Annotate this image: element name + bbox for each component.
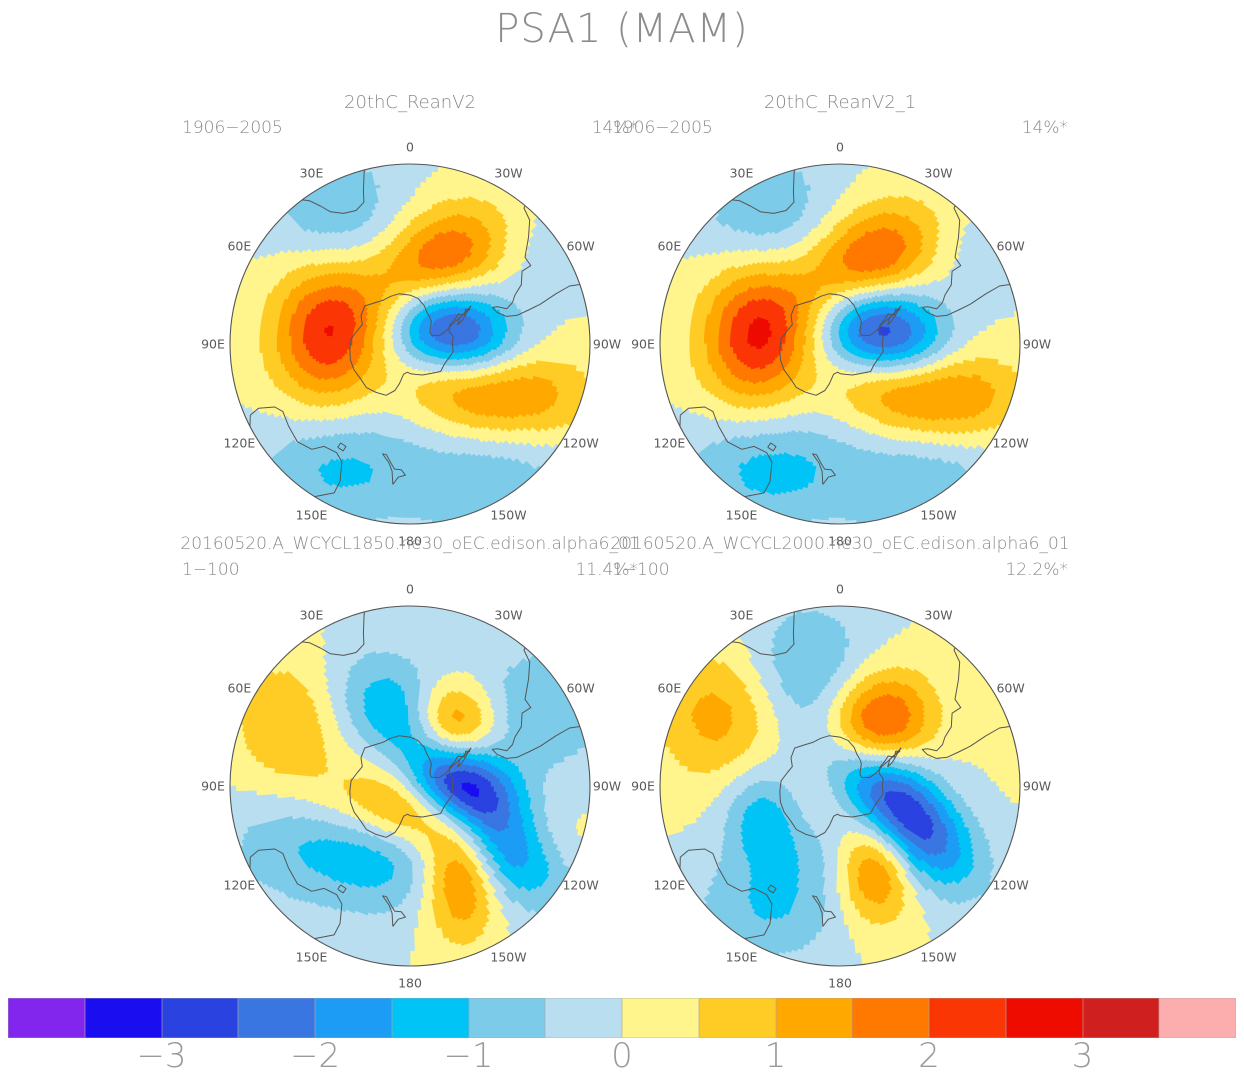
panel-title: 20160520.A_WCYCL2000.ne30_oEC.edison.alp… xyxy=(610,534,1069,554)
lon-label-180: 180 xyxy=(398,976,422,991)
colorbar-band-10 xyxy=(775,998,853,1038)
colorbar-band-3 xyxy=(238,998,315,1038)
lon-label-180: 180 xyxy=(828,976,852,991)
colorbar-tick-4: 1 xyxy=(765,1036,787,1076)
panel-variance-label: 14%* xyxy=(592,118,638,138)
panel-title: 20160520.A_WCYCL1850.ne30_oEC.edison.alp… xyxy=(180,534,639,554)
lon-label-0: 0 xyxy=(406,140,414,155)
figure-title: PSA1 (MAM) xyxy=(0,6,1244,52)
colorbar-band-5 xyxy=(391,998,469,1038)
lon-label-90E: 90E xyxy=(631,337,655,352)
map-panel-20thc-reanv2-1[interactable]: 20thC_ReanV2_1 1906−2005 14%* 0 30E 60E 90E… xyxy=(612,92,1068,549)
map-panel-wcycl1850[interactable]: 20160520.A_WCYCL1850.ne30_oEC.edison.alp… xyxy=(180,534,639,991)
panel-period-label: 1−100 xyxy=(182,560,240,580)
lon-label-30E: 30E xyxy=(300,608,324,623)
colorbar-band-11 xyxy=(852,998,929,1038)
polar-map[interactable]: 0 30E 60E 90E 120E 150E 180 150W 120W 90W 60W 30W xyxy=(631,578,1051,994)
lon-label-60E: 60E xyxy=(227,680,251,695)
colorbar-tick-3: 0 xyxy=(611,1036,633,1076)
lon-label-120W: 120W xyxy=(992,435,1028,450)
polar-map-svg xyxy=(229,605,591,967)
panel-title: 20thC_ReanV2 xyxy=(344,92,476,113)
lon-label-30E: 30E xyxy=(730,608,754,623)
lon-label-60E: 60E xyxy=(227,238,251,253)
lon-label-180: 180 xyxy=(828,534,852,549)
lon-label-150E: 150E xyxy=(726,507,758,522)
lon-label-30E: 30E xyxy=(300,166,324,181)
lon-label-30W: 30W xyxy=(494,166,522,181)
lon-label-30W: 30W xyxy=(924,608,952,623)
colorbar-band-8 xyxy=(622,998,699,1038)
panel-variance-label: 12.2%* xyxy=(1005,560,1068,580)
polar-map-svg xyxy=(229,163,591,525)
lon-label-90W: 90W xyxy=(1023,779,1051,794)
lon-label-90W: 90W xyxy=(593,779,621,794)
lon-label-120W: 120W xyxy=(562,435,598,450)
lon-label-120E: 120E xyxy=(654,877,686,892)
lon-label-150W: 150W xyxy=(920,949,956,964)
lon-label-150E: 150E xyxy=(296,949,328,964)
lon-label-60W: 60W xyxy=(996,680,1024,695)
lon-label-0: 0 xyxy=(406,582,414,597)
panel-period-label: 1−100 xyxy=(612,560,670,580)
panel-period-label: 1906−2005 xyxy=(182,118,283,138)
lon-label-60E: 60E xyxy=(657,238,681,253)
colorbar[interactable] xyxy=(8,998,1236,1038)
map-panel-20thc-reanv2[interactable]: 20thC_ReanV2 1906−2005 14%* 0 30E 60E 90E 12… xyxy=(182,92,638,549)
map-panel-wcycl2000[interactable]: 20160520.A_WCYCL2000.ne30_oEC.edison.alp… xyxy=(610,534,1069,991)
colorbar-band-12 xyxy=(929,998,1006,1038)
lon-label-30E: 30E xyxy=(730,166,754,181)
polar-map-svg xyxy=(659,605,1021,967)
lon-label-120E: 120E xyxy=(224,435,256,450)
lon-label-0: 0 xyxy=(836,140,844,155)
colorbar-band-2 xyxy=(161,998,239,1038)
lon-label-90W: 90W xyxy=(593,337,621,352)
colorbar-tick-1: −2 xyxy=(290,1036,340,1076)
colorbar-tick-5: 2 xyxy=(918,1036,940,1076)
panel-variance-label: 14%* xyxy=(1022,118,1068,138)
lon-label-60W: 60W xyxy=(996,238,1024,253)
colorbar-band-0 xyxy=(8,998,85,1038)
lon-label-90E: 90E xyxy=(201,779,225,794)
lon-label-90E: 90E xyxy=(631,779,655,794)
polar-map[interactable]: 0 30E 60E 90E 120E 150E 180 150W 120W 90W 60W 30W xyxy=(631,136,1051,552)
colorbar-band-14 xyxy=(1082,998,1160,1038)
lon-label-90W: 90W xyxy=(1023,337,1051,352)
panel-period-label: 1906−2005 xyxy=(612,118,713,138)
colorbar-band-6 xyxy=(468,998,546,1038)
lon-label-120W: 120W xyxy=(992,877,1028,892)
colorbar-tick-6: 3 xyxy=(1072,1036,1094,1076)
lon-label-150W: 150W xyxy=(490,949,526,964)
panel-title: 20thC_ReanV2_1 xyxy=(764,92,916,113)
lon-label-90E: 90E xyxy=(201,337,225,352)
colorbar-band-1 xyxy=(84,998,162,1038)
colorbar-band-15 xyxy=(1159,998,1236,1038)
colorbar-tick-0: −3 xyxy=(136,1036,186,1076)
colorbar-band-7 xyxy=(545,998,622,1038)
lon-label-150W: 150W xyxy=(490,507,526,522)
colorbar-band-9 xyxy=(698,998,776,1038)
lon-label-30W: 30W xyxy=(924,166,952,181)
lon-label-60W: 60W xyxy=(566,238,594,253)
polar-map[interactable]: 0 30E 60E 90E 120E 150E 180 150W 120W 90W 60W 30W xyxy=(201,136,621,552)
colorbar-band-13 xyxy=(1005,998,1083,1038)
colorbar-tick-labels: −3 −2 −1 0 1 2 3 xyxy=(8,1036,1236,1082)
lon-label-120W: 120W xyxy=(562,877,598,892)
panel-variance-label: 11.4%* xyxy=(575,560,638,580)
lon-label-180: 180 xyxy=(398,534,422,549)
lon-label-0: 0 xyxy=(836,582,844,597)
colorbar-tick-2: −1 xyxy=(443,1036,493,1076)
polar-map[interactable]: 0 30E 60E 90E 120E 150E 180 150W 120W 90W 60W 30W xyxy=(201,578,621,994)
lon-label-150E: 150E xyxy=(726,949,758,964)
lon-label-60W: 60W xyxy=(566,680,594,695)
lon-label-150W: 150W xyxy=(920,507,956,522)
lon-label-30W: 30W xyxy=(494,608,522,623)
colorbar-band-4 xyxy=(315,998,392,1038)
lon-label-120E: 120E xyxy=(224,877,256,892)
lon-label-120E: 120E xyxy=(654,435,686,450)
lon-label-150E: 150E xyxy=(296,507,328,522)
polar-map-svg xyxy=(659,163,1021,525)
lon-label-60E: 60E xyxy=(657,680,681,695)
